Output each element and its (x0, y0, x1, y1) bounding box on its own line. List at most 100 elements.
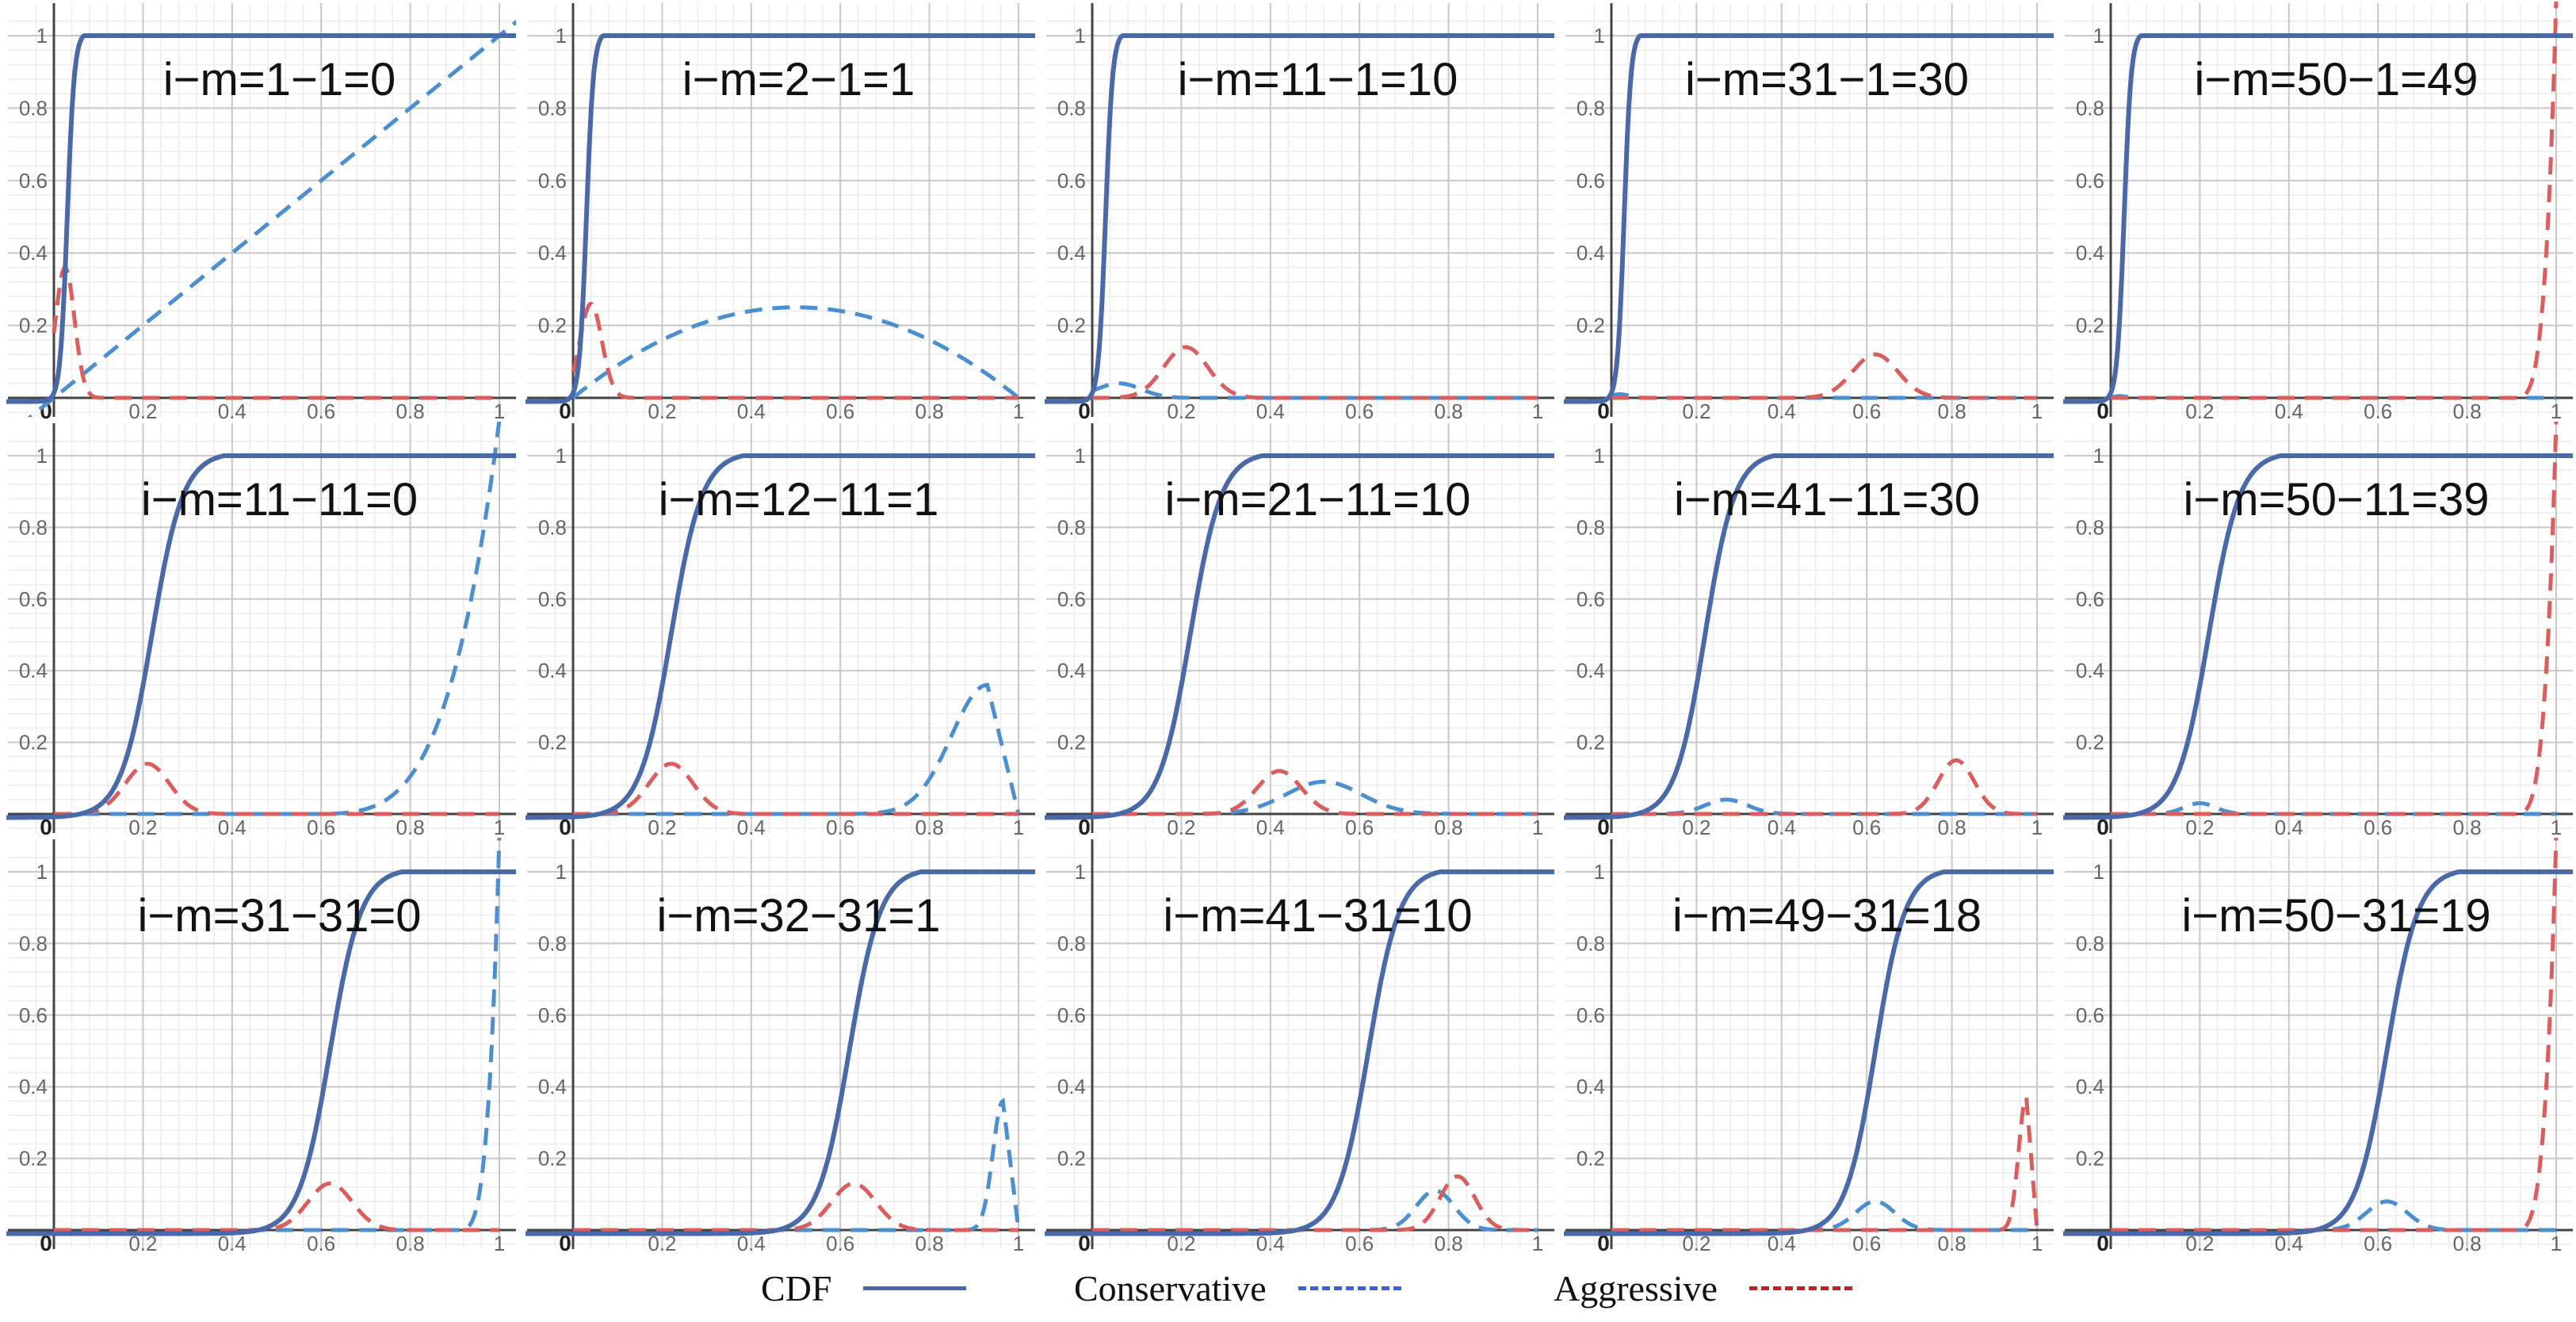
xtick-label: 0.4 (218, 816, 247, 839)
legend-aggressive: Aggressive (1554, 1264, 1852, 1312)
cdf-line (1045, 453, 1554, 820)
minor-grid (2065, 839, 2573, 1249)
xtick-label: 0.8 (1435, 399, 1463, 423)
ytick-label: 0.4 (2076, 241, 2104, 265)
cdf-line (1564, 33, 2054, 404)
xtick-label: 1 (2031, 816, 2043, 839)
xtick-label: 0.2 (648, 399, 676, 423)
ytick-label: 0.4 (1057, 659, 1086, 682)
ytick-label: 0.4 (538, 1075, 567, 1098)
panel-title: i−m=49−31=18 (1672, 890, 1982, 942)
xtick-label: 1 (2031, 399, 2043, 423)
ytick-label: 0.6 (19, 1003, 48, 1027)
xtick-label: 0.4 (1256, 816, 1285, 839)
xtick-label: 0.6 (826, 399, 854, 423)
xtick-label: 0.8 (1435, 1232, 1463, 1255)
panel-10: 0.2 0.4 0.6 0.8 1 0 0.2 0.4 0.6 0.8 1 i−m=50−11=39 (2063, 420, 2576, 839)
xtick-label: 1 (2551, 1232, 2562, 1255)
xtick-label: 1 (494, 1232, 505, 1255)
panel-8: 0.2 0.4 0.6 0.8 1 0 0.2 0.4 0.6 0.8 1 i−m=21−11=10 (1045, 420, 1557, 839)
xtick-label: 0.6 (1852, 1232, 1881, 1255)
xtick-label: 0 (40, 1231, 52, 1255)
xtick-label: 1 (1013, 816, 1024, 839)
legend-cdf-swatch (863, 1286, 967, 1290)
cdf-line (1045, 869, 1554, 1236)
xtick-label: 0.8 (1435, 816, 1463, 839)
legend-conservative: Conservative (1074, 1264, 1401, 1312)
ytick-label: 0.4 (1057, 241, 1086, 265)
xtick-label: 0 (1597, 1231, 1610, 1255)
xtick-label: 0.6 (1345, 816, 1374, 839)
panel-5: 0.2 0.4 0.6 0.8 1 0 0.2 0.4 0.6 0.8 1 i−m=50−1=49 (2063, 0, 2576, 423)
ytick-label: 0.8 (538, 515, 567, 539)
ytick-label: 0.2 (538, 1147, 567, 1171)
cdf-line (1564, 869, 2054, 1236)
ytick-label: 0.2 (1057, 731, 1086, 755)
panel-curves (1564, 869, 2054, 1236)
xtick-label: 0 (559, 815, 571, 839)
conservative-line (54, 838, 502, 1232)
ytick-label: 0.4 (19, 1075, 48, 1098)
major-grid (1565, 839, 2054, 1249)
ytick-label: 1 (1594, 24, 1605, 48)
panel-13: 0.20.40.60.810 0.2 0.4 0.6 0.8 1i−m=41−31=10 (1045, 836, 1557, 1255)
cdf-line (2063, 453, 2573, 820)
aggressive-line (1611, 758, 2037, 816)
ytick-label: 0.6 (538, 1003, 567, 1027)
ytick-label: 0.4 (1577, 1075, 1605, 1098)
cdf-line (526, 453, 1035, 820)
major-grid (1046, 3, 1554, 417)
major-grid (527, 3, 1035, 417)
legend-conservative-label: Conservative (1074, 1267, 1267, 1309)
xtick-label: 0.4 (737, 399, 766, 423)
panel-title: i−m=21−11=10 (1165, 474, 1471, 525)
xtick-label: 0.6 (1852, 816, 1881, 839)
xtick-label: 0 (2096, 399, 2109, 423)
ytick-label: 0.6 (1057, 587, 1086, 611)
cdf-line (6, 33, 516, 404)
xtick-label: 1 (2551, 399, 2562, 423)
xtick-label: 1 (1532, 816, 1543, 839)
xtick-label: 0.2 (1682, 816, 1710, 839)
ytick-label: 0.2 (1057, 1147, 1086, 1171)
conservative-line (571, 305, 1020, 399)
major-grid (2065, 839, 2573, 1249)
panel-title: i−m=11−1=10 (1178, 54, 1458, 105)
ytick-label: 0.8 (2076, 931, 2104, 955)
ytick-label: 0.2 (2076, 314, 2104, 338)
xtick-label: 0.8 (1938, 816, 1966, 839)
cdf-line (1045, 33, 1554, 404)
xtick-label: 1 (494, 399, 505, 423)
ytick-label: 0.2 (19, 314, 48, 338)
panel-curves (6, 422, 516, 820)
xtick-label: 0.4 (1768, 399, 1796, 423)
xtick-label: 0.4 (737, 816, 766, 839)
ytick-label: 0.4 (19, 241, 48, 265)
xtick-label: 1 (1013, 399, 1024, 423)
panel-11: 0.20.40.60.810 0.2 0.4 0.6 0.8 1i−m=31−31=0 (6, 836, 519, 1255)
panel-curves (6, 19, 516, 417)
xtick-label: 0.6 (1345, 1232, 1374, 1255)
xtick-label: 0.8 (396, 1232, 425, 1255)
ytick-label: 0.6 (1057, 169, 1086, 193)
ytick-label: 0.4 (1057, 1075, 1086, 1098)
panel-curves (1045, 869, 1554, 1236)
ytick-label: 0.2 (1577, 1147, 1605, 1171)
xtick-label: 0.8 (2453, 399, 2482, 423)
ytick-label: 0.6 (2076, 587, 2104, 611)
aggressive-line (1092, 1174, 1538, 1232)
ytick-label: 1 (2093, 860, 2104, 884)
ytick-label: 0.2 (538, 731, 567, 755)
xtick-label: 0.4 (2275, 816, 2303, 839)
ytick-label: 0.4 (538, 241, 567, 265)
panel-3: 0.2 0.4 0.6 0.8 1 0 0.2 0.4 0.6 0.8 1 i−m=11−1=10 (1045, 0, 1557, 423)
ytick-label: 1 (1075, 860, 1086, 884)
ytick-label: 1 (1594, 444, 1605, 468)
ytick-label: 0.8 (19, 96, 48, 120)
ytick-label: 1 (1075, 444, 1086, 468)
ytick-label: 0.8 (1577, 515, 1605, 539)
ytick-label: 0.6 (538, 169, 567, 193)
xtick-label: 0.2 (1682, 399, 1710, 423)
